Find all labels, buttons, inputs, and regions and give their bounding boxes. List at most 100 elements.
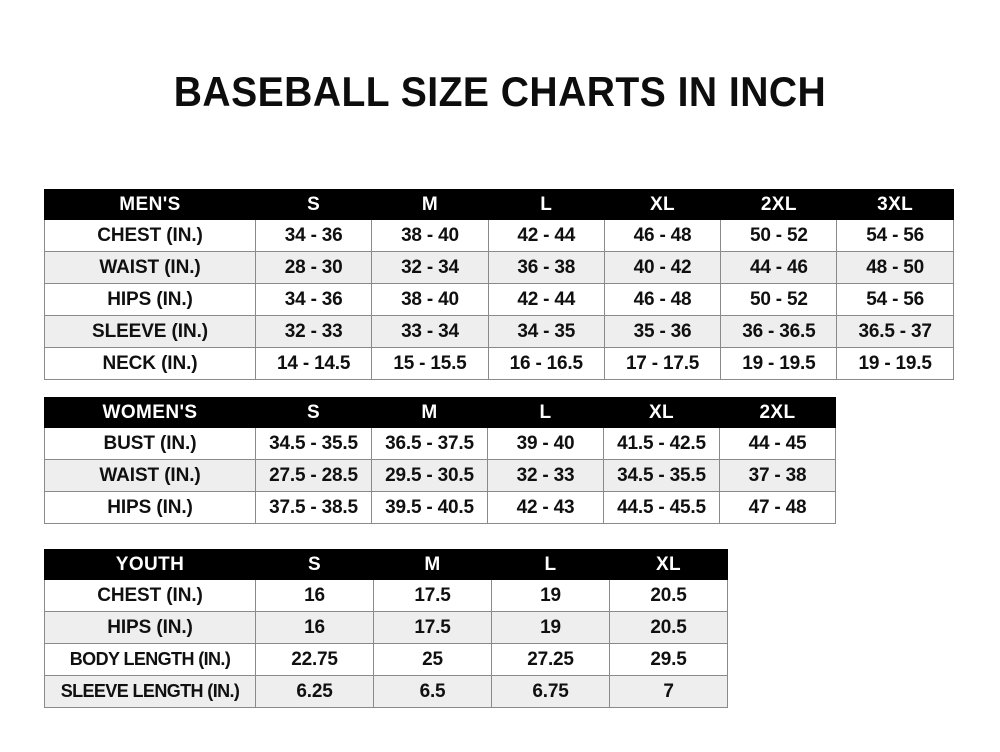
table-row: CHEST (IN.) 16 17.5 19 20.5 [44, 579, 728, 612]
youth-measurement-value: 16 [255, 579, 374, 612]
youth-measurement-value: 7 [609, 675, 728, 708]
youth-measurement-value: 17.5 [373, 611, 492, 644]
mens-size-header-m: M [371, 189, 489, 220]
women-measurement-value: 39.5 - 40.5 [371, 491, 488, 524]
women-size-header-2xl: 2XL [719, 397, 836, 428]
mens-measurement-label: WAIST (IN.) [44, 251, 256, 284]
mens-measurement-value: 32 - 34 [371, 251, 489, 284]
mens-measurement-value: 42 - 44 [487, 219, 605, 252]
mens-measurement-value: 34 - 36 [254, 283, 373, 316]
women-category-label: WOMEN'S [44, 397, 256, 428]
women-size-header-l: L [487, 397, 604, 428]
youth-size-header-l: L [491, 549, 610, 580]
mens-measurement-value: 28 - 30 [254, 251, 373, 284]
youth-measurement-value: 17.5 [373, 579, 492, 612]
women-measurement-label: BUST (IN.) [44, 427, 256, 460]
table-row: BODY LENGTH (IN.) 22.75 25 27.25 29.5 [44, 643, 728, 676]
women-measurement-value: 29.5 - 30.5 [371, 459, 488, 492]
youth-measurement-value: 20.5 [609, 579, 728, 612]
womens-table-body: BUST (IN.) 34.5 - 35.5 36.5 - 37.5 39 - 40 4… [44, 427, 836, 524]
mens-table-body: CHEST (IN.) 34 - 36 38 - 40 42 - 44 46 - 48 5… [44, 219, 954, 380]
youth-measurement-value: 19 [491, 611, 610, 644]
mens-measurement-value: 50 - 52 [720, 283, 838, 316]
mens-measurement-label: SLEEVE (IN.) [44, 315, 256, 348]
youth-measurement-value: 29.5 [609, 643, 728, 676]
mens-category-label: MEN'S [44, 189, 256, 220]
mens-measurement-value: 36.5 - 37 [836, 315, 954, 348]
mens-measurement-value: 44 - 46 [720, 251, 838, 284]
youth-measurement-value: 22.75 [255, 643, 374, 676]
mens-size-header-3xl: 3XL [836, 189, 954, 220]
youth-measurement-label: CHEST (IN.) [44, 579, 256, 612]
mens-measurement-value: 46 - 48 [603, 283, 722, 316]
women-measurement-value: 37.5 - 38.5 [255, 491, 372, 524]
mens-measurement-label: CHEST (IN.) [44, 219, 256, 252]
table-row: HIPS (IN.) 16 17.5 19 20.5 [44, 611, 728, 644]
youth-size-table: YOUTH S M L XL CHEST (IN.) 16 17.5 19 20.5 HIPS (… [44, 549, 728, 708]
mens-measurement-value: 19 - 19.5 [720, 347, 838, 380]
women-measurement-value: 44.5 - 45.5 [603, 491, 720, 524]
youth-measurement-value: 6.75 [491, 675, 610, 708]
mens-measurement-value: 54 - 56 [836, 283, 954, 316]
youth-measurement-value: 16 [255, 611, 374, 644]
youth-measurement-value: 19 [491, 579, 610, 612]
mens-header-row: MEN'S S M L XL 2XL 3XL [44, 189, 954, 220]
table-row: WAIST (IN.) 28 - 30 32 - 34 36 - 38 40 - 42 4… [44, 251, 954, 284]
table-row: BUST (IN.) 34.5 - 35.5 36.5 - 37.5 39 - 40 4… [44, 427, 836, 460]
mens-measurement-value: 15 - 15.5 [371, 347, 489, 380]
mens-measurement-value: 14 - 14.5 [254, 347, 373, 380]
table-row: NECK (IN.) 14 - 14.5 15 - 15.5 16 - 16.5 17 … [44, 347, 954, 380]
table-row: SLEEVE LENGTH (IN.) 6.25 6.5 6.75 7 [44, 675, 728, 708]
youth-table-body: CHEST (IN.) 16 17.5 19 20.5 HIPS (IN.) 16 17.5 1… [44, 579, 728, 708]
women-size-header-s: S [255, 397, 372, 428]
youth-size-header-m: M [373, 549, 492, 580]
women-measurement-value: 37 - 38 [719, 459, 836, 492]
mens-measurement-value: 36 - 38 [487, 251, 605, 284]
women-measurement-value: 41.5 - 42.5 [603, 427, 720, 460]
women-measurement-label: HIPS (IN.) [44, 491, 256, 524]
youth-measurement-value: 27.25 [491, 643, 610, 676]
mens-size-header-l: L [487, 189, 605, 220]
women-measurement-label: WAIST (IN.) [44, 459, 256, 492]
mens-size-header-2xl: 2XL [720, 189, 838, 220]
youth-size-header-s: S [255, 549, 374, 580]
youth-size-header-xl: XL [609, 549, 728, 580]
mens-measurement-value: 48 - 50 [836, 251, 954, 284]
mens-measurement-value: 40 - 42 [603, 251, 722, 284]
mens-measurement-value: 46 - 48 [603, 219, 722, 252]
youth-measurement-label: HIPS (IN.) [44, 611, 256, 644]
youth-header-row: YOUTH S M L XL [44, 549, 728, 580]
women-header-row: WOMEN'S S M L XL 2XL [44, 397, 836, 428]
mens-size-table: MEN'S S M L XL 2XL 3XL CHEST (IN.) 34 - 36 38 - … [44, 189, 954, 380]
mens-table-head: MEN'S S M L XL 2XL 3XL [44, 189, 954, 220]
mens-measurement-value: 36 - 36.5 [720, 315, 838, 348]
women-measurement-value: 34.5 - 35.5 [255, 427, 372, 460]
mens-measurement-value: 16 - 16.5 [487, 347, 605, 380]
mens-measurement-value: 19 - 19.5 [836, 347, 954, 380]
youth-category-label: YOUTH [44, 549, 256, 580]
table-row: HIPS (IN.) 37.5 - 38.5 39.5 - 40.5 42 - 43 4… [44, 491, 836, 524]
mens-measurement-value: 50 - 52 [720, 219, 838, 252]
youth-measurement-value: 25 [373, 643, 492, 676]
women-measurement-value: 36.5 - 37.5 [371, 427, 488, 460]
youth-measurement-value: 6.25 [255, 675, 374, 708]
youth-measurement-label: SLEEVE LENGTH (IN.) [44, 675, 256, 708]
women-measurement-value: 34.5 - 35.5 [603, 459, 720, 492]
mens-measurement-label: NECK (IN.) [44, 347, 256, 380]
women-measurement-value: 39 - 40 [487, 427, 604, 460]
womens-size-table: WOMEN'S S M L XL 2XL BUST (IN.) 34.5 - 35.5 36.… [44, 397, 836, 524]
table-row: SLEEVE (IN.) 32 - 33 33 - 34 34 - 35 35 - 36… [44, 315, 954, 348]
mens-measurement-value: 17 - 17.5 [603, 347, 722, 380]
women-size-header-xl: XL [603, 397, 720, 428]
womens-table-head: WOMEN'S S M L XL 2XL [44, 397, 836, 428]
youth-measurement-value: 6.5 [373, 675, 492, 708]
mens-measurement-value: 38 - 40 [371, 283, 489, 316]
mens-measurement-label: HIPS (IN.) [44, 283, 256, 316]
table-row: WAIST (IN.) 27.5 - 28.5 29.5 - 30.5 32 - 33… [44, 459, 836, 492]
women-measurement-value: 32 - 33 [487, 459, 604, 492]
youth-measurement-value: 20.5 [609, 611, 728, 644]
women-measurement-value: 47 - 48 [719, 491, 836, 524]
women-measurement-value: 27.5 - 28.5 [255, 459, 372, 492]
mens-size-header-s: S [254, 189, 373, 220]
